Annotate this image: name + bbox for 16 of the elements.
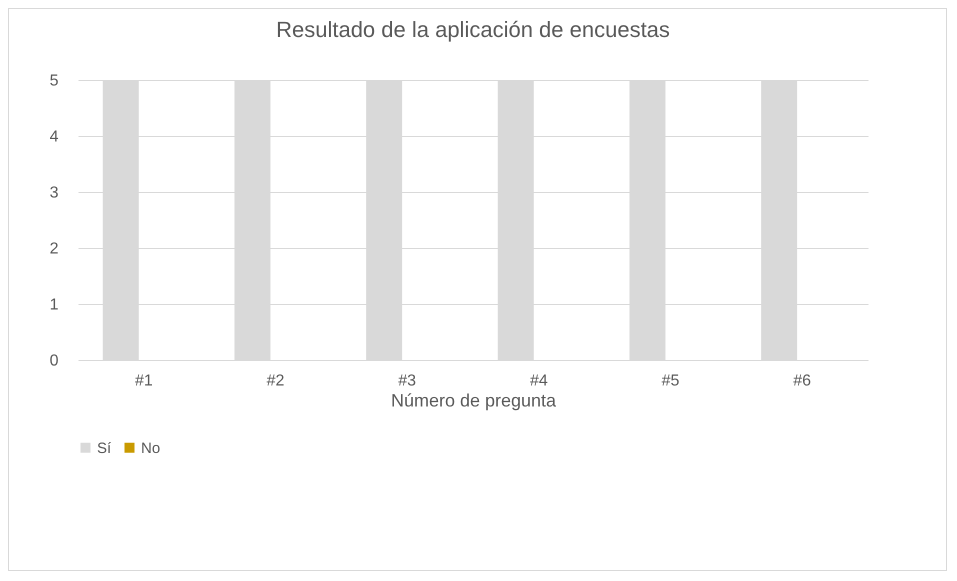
y-tick-label: 1	[50, 296, 59, 314]
y-tick-label: 3	[50, 184, 59, 202]
y-tick-label: 0	[50, 352, 59, 370]
x-axis-title: Número de pregunta	[390, 390, 558, 410]
y-tick-label: 5	[50, 72, 59, 90]
y-tick-label: 4	[50, 128, 59, 146]
x-tick-label: #1	[134, 372, 153, 390]
x-tick-label: #4	[530, 372, 548, 390]
legend-label: No	[141, 440, 160, 457]
y-tick-label: 2	[50, 240, 59, 258]
x-tick-label: #5	[662, 372, 680, 390]
chart-title: Resultado de la aplicación de encuestas	[276, 17, 670, 42]
x-tick-label: #6	[793, 372, 812, 390]
x-tick-label: #3	[398, 372, 416, 390]
x-tick-label: #2	[266, 372, 284, 390]
legend-label: Sí	[97, 440, 112, 457]
